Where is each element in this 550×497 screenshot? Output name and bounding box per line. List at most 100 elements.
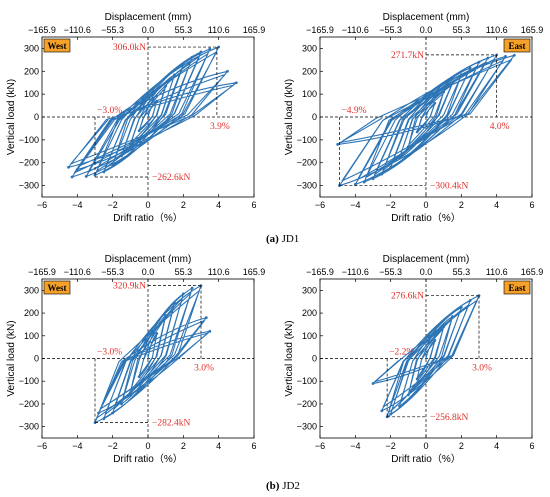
top-tick-label: 110.6: [486, 267, 508, 277]
x-tick-label: 6: [251, 200, 256, 210]
x-tick-label: 0: [423, 441, 428, 451]
y-tick-label: −200: [19, 399, 39, 409]
top-tick-label: −110.6: [342, 25, 369, 35]
x-tick-label: 2: [459, 441, 464, 451]
top-axis-label: Displacement (mm): [383, 12, 470, 23]
peak-point: [181, 63, 185, 66]
peak-point: [459, 305, 463, 309]
peak-point: [190, 286, 194, 290]
valley-point: [398, 404, 401, 408]
peak-point: [226, 69, 229, 73]
x-tick-label: −4: [350, 200, 360, 210]
y-tick-label: 0: [34, 112, 39, 122]
y-axis-label: Vertical load (kN): [284, 320, 295, 396]
y-tick-label: 100: [302, 89, 317, 99]
top-tick-label: 165.9: [243, 267, 266, 277]
valley-point: [389, 412, 393, 416]
valley-point: [120, 154, 123, 158]
hysteresis-curve: [336, 53, 516, 188]
y-axis-label: Vertical load (kN): [6, 79, 17, 155]
top-tick-label: 110.6: [486, 25, 508, 35]
x-tick-label: 2: [181, 200, 186, 210]
peak-point: [164, 313, 168, 317]
peak-point: [204, 316, 208, 320]
y-tick-label: 300: [302, 43, 317, 53]
peak-point: [459, 73, 463, 77]
annotation-valley-load: −282.4kN: [152, 419, 190, 429]
hysteresis-curve: [67, 45, 238, 179]
top-tick-label: −110.6: [64, 25, 91, 35]
chart-panel-3: −6 −4 −2 0 2 4 6 −165.9 −110.6 −55.3 0.0 55.3 110.6 1…: [6, 254, 265, 465]
peak-point: [477, 60, 481, 64]
x-tick-label: −4: [350, 441, 360, 451]
x-tick-label: 2: [181, 441, 186, 451]
side-badge-label: West: [48, 283, 67, 293]
peak-point: [468, 299, 472, 302]
x-tick-label: −2: [108, 200, 118, 210]
valley-point: [97, 411, 100, 415]
valley-point: [371, 177, 375, 181]
x-tick-label: 6: [529, 200, 534, 210]
valley-point: [336, 143, 340, 146]
top-tick-label: −55.3: [101, 267, 124, 277]
valley-point: [389, 165, 393, 169]
peak-point: [451, 315, 454, 318]
valley-point: [406, 393, 410, 397]
hysteresis-line: [67, 46, 237, 178]
y-tick-label: −200: [297, 158, 317, 168]
top-tick-label: −165.9: [306, 267, 334, 277]
top-tick-label: −165.9: [28, 267, 56, 277]
x-axis-label: Drift ratio（%）: [391, 212, 460, 224]
annotation-negative-drift: −3.0%: [97, 348, 122, 358]
top-tick-label: −110.6: [64, 267, 91, 277]
x-tick-label: 4: [216, 441, 221, 451]
annotation-valley-load: −262.6kN: [152, 173, 190, 183]
peak-point: [504, 55, 507, 58]
peak-point: [208, 329, 212, 333]
caption-b: (b) JD2: [266, 480, 300, 492]
y-tick-label: −300: [19, 181, 39, 191]
valley-point: [137, 375, 141, 379]
annotation-peak-load: 306.0kN: [113, 43, 146, 53]
side-badge: [503, 38, 531, 53]
top-tick-label: 110.6: [208, 25, 230, 35]
valley-point: [398, 156, 401, 160]
valley-point: [128, 143, 132, 146]
x-tick-label: 6: [529, 441, 534, 451]
annotation-peak-load: 276.6kN: [391, 292, 424, 302]
y-tick-label: 300: [24, 43, 39, 53]
y-tick-label: 300: [24, 285, 39, 295]
valley-point: [406, 145, 410, 149]
x-tick-label: −6: [315, 200, 325, 210]
annotation-positive-drift: 3.0%: [472, 364, 492, 374]
y-tick-label: −300: [297, 181, 317, 191]
peak-point: [486, 56, 490, 60]
x-tick-label: −2: [386, 200, 396, 210]
peak-point: [217, 45, 221, 49]
top-tick-label: 0.0: [142, 25, 155, 35]
y-tick-label: 100: [302, 331, 317, 341]
top-tick-label: 55.3: [453, 25, 471, 35]
top-tick-label: 55.3: [453, 267, 471, 277]
x-tick-label: −2: [108, 441, 118, 451]
peak-point: [442, 90, 446, 94]
top-tick-label: −55.3: [379, 267, 402, 277]
side-badge: [43, 38, 71, 53]
hysteresis-line: [372, 295, 480, 418]
hysteresis-line: [94, 285, 211, 424]
x-tick-label: 0: [423, 200, 428, 210]
top-tick-label: 165.9: [521, 25, 544, 35]
x-tick-label: −6: [37, 441, 47, 451]
x-tick-label: 6: [251, 441, 256, 451]
top-tick-label: −165.9: [28, 25, 56, 35]
y-tick-label: −300: [297, 422, 317, 432]
side-badge-label: East: [508, 283, 525, 293]
top-axis-label: Displacement (mm): [105, 12, 192, 23]
x-tick-label: 4: [216, 200, 221, 210]
valley-point: [67, 165, 70, 169]
x-tick-label: −2: [386, 441, 396, 451]
valley-point: [415, 377, 419, 381]
y-tick-label: 0: [34, 354, 39, 364]
y-tick-label: −100: [297, 376, 317, 386]
